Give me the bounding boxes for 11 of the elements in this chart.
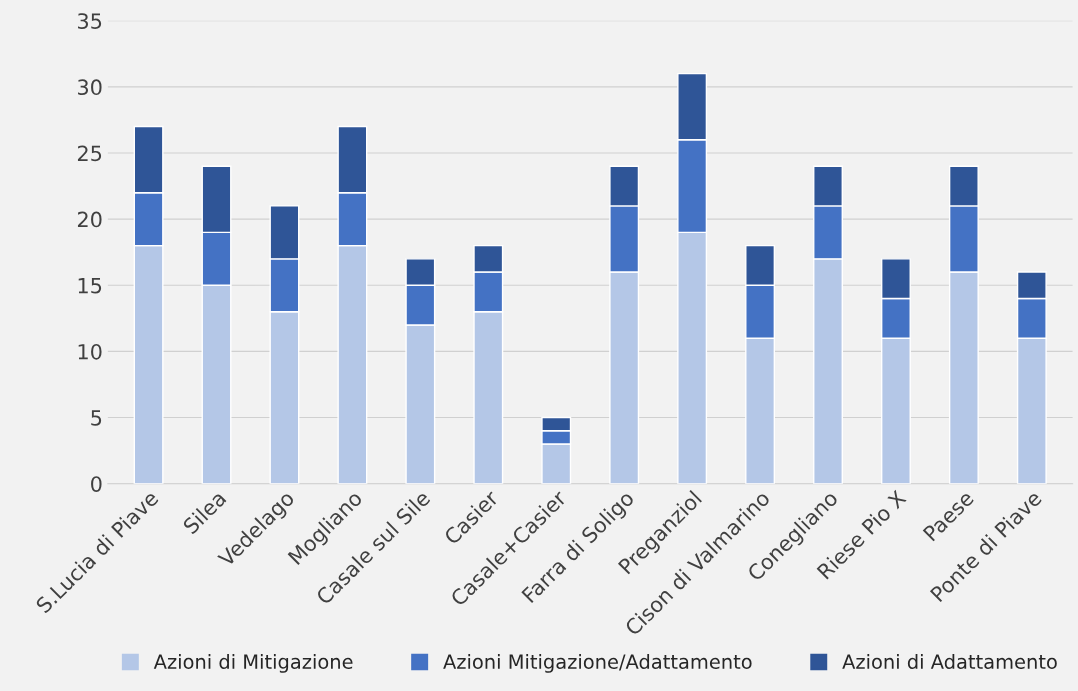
y-tick-label: 15 (78, 278, 102, 294)
y-tick-label: 20 (77, 211, 102, 228)
legend-label: Azioni di Adattamento (842, 653, 1057, 670)
y-tick-label: 10 (78, 343, 102, 360)
y-tick-label: 35 (78, 13, 102, 29)
y-tick-label: 5 (91, 410, 102, 426)
y-tick-label: 0 (91, 476, 102, 492)
y-tick-label: 25 (77, 145, 102, 162)
y-tick-label: 30 (78, 79, 102, 96)
legend-label: Azioni Mitigazione/Adattamento (443, 653, 752, 673)
legend-label: Azioni di Mitigazione (153, 653, 353, 673)
